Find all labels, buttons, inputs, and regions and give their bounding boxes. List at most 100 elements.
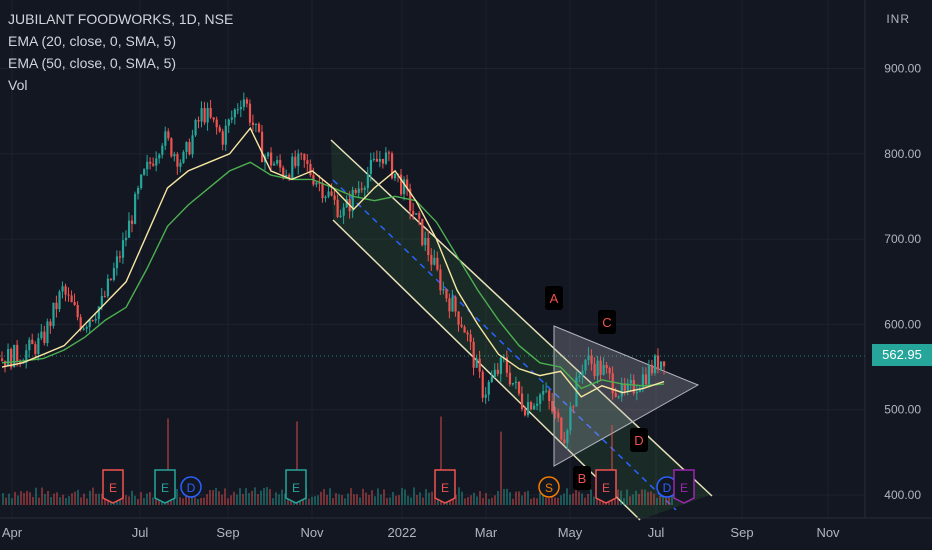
candle-body <box>13 344 16 368</box>
volume-bar <box>518 491 520 505</box>
volume-bar <box>44 493 46 505</box>
candle-body <box>176 154 179 167</box>
y-tick-label: 400.00 <box>884 488 921 502</box>
volume-bar <box>461 491 463 505</box>
volume-bar <box>632 494 634 505</box>
volume-bar <box>80 497 82 505</box>
candle-body <box>463 326 466 333</box>
candle-body <box>182 151 185 163</box>
volume-bar <box>272 498 274 505</box>
volume-bar <box>671 490 673 505</box>
candle-body <box>406 179 409 189</box>
volume-bar <box>347 493 349 505</box>
volume-bar <box>329 488 331 505</box>
volume-bar <box>647 491 649 505</box>
volume-bar <box>482 497 484 505</box>
event-label: E <box>680 481 688 495</box>
event-marker[interactable] <box>595 469 617 504</box>
pattern-label-box[interactable] <box>573 466 591 490</box>
currency-label: INR <box>886 12 910 26</box>
event-marker[interactable] <box>285 469 307 504</box>
volume-bar <box>173 498 175 505</box>
candle-body <box>566 430 569 444</box>
volume-bar <box>74 491 76 505</box>
volume-bar <box>419 492 421 505</box>
candle-body <box>620 383 623 397</box>
event-marker[interactable] <box>538 476 560 498</box>
volume-bar <box>125 495 127 505</box>
volume-bar <box>362 488 364 505</box>
candle-body <box>64 286 67 295</box>
candle-body <box>366 173 369 188</box>
volume-bar <box>656 497 658 505</box>
candle-body <box>137 188 140 194</box>
event-marker[interactable] <box>180 476 202 498</box>
volume-bar <box>569 494 571 505</box>
volume-bar <box>263 488 265 505</box>
volume-bar <box>200 497 202 505</box>
volume-bar <box>71 493 73 505</box>
x-tick-label: Apr <box>2 525 23 540</box>
channel-midline[interactable] <box>332 179 677 511</box>
candle-body <box>19 361 22 364</box>
event-marker[interactable] <box>154 469 176 504</box>
volume-bar <box>392 491 394 505</box>
volume-bar <box>101 493 103 505</box>
candle-body <box>70 295 73 303</box>
event-marker[interactable] <box>673 469 695 504</box>
event-label: E <box>602 481 610 495</box>
volume-bar <box>284 493 286 505</box>
event-marker[interactable] <box>434 469 456 504</box>
event-label: E <box>109 481 117 495</box>
candle-body <box>587 355 590 360</box>
symbol-title[interactable]: JUBILANT FOODWORKS, 1D, NSE <box>8 11 234 27</box>
volume-bar <box>509 492 511 505</box>
volume-bar <box>371 490 373 505</box>
volume-bar <box>323 489 325 505</box>
volume-bar <box>464 498 466 505</box>
channel-upper-line[interactable] <box>330 139 713 497</box>
pattern-label-box[interactable] <box>598 310 616 334</box>
ema20-line[interactable] <box>1 126 665 398</box>
pattern-label-box[interactable] <box>630 428 648 452</box>
candle-body <box>484 394 487 398</box>
volume-bar <box>506 488 508 505</box>
candle-body <box>106 278 109 297</box>
volume-bar <box>491 497 493 505</box>
volume-bar <box>212 490 214 505</box>
candle-body <box>43 331 46 344</box>
event-label: E <box>161 481 169 495</box>
candle-body <box>384 152 388 164</box>
event-marker[interactable] <box>102 469 124 504</box>
candle-body <box>635 391 638 394</box>
event-label: D <box>187 481 196 495</box>
candle-body <box>511 383 515 385</box>
volume-bar <box>2 493 4 505</box>
volume-bar <box>365 492 367 505</box>
volume-bar <box>503 488 505 505</box>
candle-body <box>161 145 164 155</box>
candle-body <box>143 169 146 175</box>
ema50-legend[interactable]: EMA (50, close, 0, SMA, 5) <box>8 55 177 71</box>
candle-body <box>403 179 406 195</box>
volume-bar <box>611 425 613 505</box>
volume-bar <box>230 495 232 505</box>
candle-body <box>155 158 158 166</box>
volume-bar <box>83 493 85 505</box>
ema20-legend[interactable]: EMA (20, close, 0, SMA, 5) <box>8 33 177 49</box>
candle-body <box>572 406 575 408</box>
candle-body <box>469 334 472 342</box>
volume-bar <box>431 491 433 505</box>
volume-bar <box>596 497 598 505</box>
volume-legend[interactable]: Vol <box>8 77 28 93</box>
volume-bar <box>20 491 22 505</box>
pattern-label-box[interactable] <box>545 286 563 310</box>
candle-body <box>357 188 360 193</box>
candle-body <box>659 361 663 370</box>
candle-body <box>390 153 394 179</box>
triangle-pattern[interactable] <box>553 325 700 467</box>
volume-bar <box>530 498 532 505</box>
